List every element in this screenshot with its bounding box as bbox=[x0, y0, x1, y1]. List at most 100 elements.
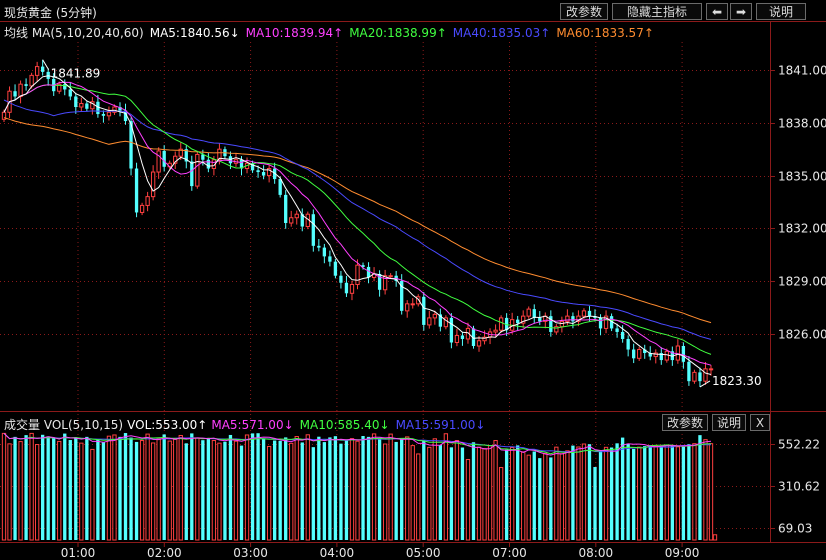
volume-bar bbox=[648, 445, 652, 540]
candle bbox=[96, 101, 100, 115]
candle bbox=[145, 196, 150, 206]
volume-bar bbox=[543, 452, 548, 541]
volume-bar bbox=[670, 445, 674, 540]
vol-close-button[interactable]: X bbox=[750, 414, 770, 431]
volume-bar bbox=[339, 443, 343, 540]
volume-bar bbox=[266, 445, 272, 541]
price-tick-label: 1829.00 bbox=[778, 275, 826, 289]
candle bbox=[482, 336, 487, 342]
candle bbox=[118, 107, 122, 111]
candle bbox=[41, 66, 45, 72]
volume-bar bbox=[333, 436, 338, 540]
vol-ma5-line bbox=[3, 433, 712, 456]
candle bbox=[261, 172, 266, 176]
candle bbox=[156, 150, 161, 173]
volume-bar bbox=[443, 433, 449, 541]
explain-button[interactable]: 说明 bbox=[756, 3, 806, 20]
ma5-value: MA5:1840.56↓ bbox=[149, 26, 240, 40]
scroll-right-button[interactable]: ➡ bbox=[730, 3, 752, 20]
volume-bar bbox=[460, 447, 465, 540]
candle bbox=[416, 296, 421, 305]
candle bbox=[74, 96, 78, 108]
candle bbox=[571, 316, 575, 322]
volume-bar bbox=[289, 442, 294, 541]
candle bbox=[708, 368, 714, 371]
volume-bar bbox=[471, 442, 476, 540]
vol-explain-button[interactable]: 说明 bbox=[712, 414, 746, 431]
volume-bar bbox=[201, 440, 205, 540]
candle bbox=[587, 310, 592, 317]
candle bbox=[620, 331, 625, 339]
volume-bar bbox=[344, 440, 349, 540]
volume-bar bbox=[217, 442, 222, 541]
candle bbox=[521, 315, 526, 324]
candle bbox=[278, 179, 282, 195]
volume-bar bbox=[587, 444, 592, 540]
vol-legend-name: 成交量 VOL(5,10,15) bbox=[4, 418, 124, 432]
candle bbox=[449, 317, 454, 343]
volume-bar bbox=[521, 451, 526, 541]
volume-bar bbox=[549, 457, 553, 540]
vol-value: VOL:553.00↑ bbox=[127, 418, 208, 432]
volume-bar bbox=[134, 441, 139, 540]
modify-params-button[interactable]: 改参数 bbox=[560, 3, 608, 20]
volume-bar bbox=[239, 445, 244, 540]
volume-bar bbox=[410, 445, 415, 541]
volume-bar bbox=[150, 442, 156, 541]
volume-tick-label: 552.22 bbox=[778, 438, 820, 452]
volume-bar bbox=[29, 432, 34, 541]
candle bbox=[366, 266, 371, 278]
volume-bar bbox=[178, 434, 183, 541]
price-tick-label: 1838.00 bbox=[778, 117, 826, 131]
candle bbox=[173, 155, 178, 164]
volume-bar bbox=[129, 437, 133, 540]
candle bbox=[129, 121, 133, 169]
volume-bar bbox=[498, 467, 504, 541]
volume-bar bbox=[184, 443, 188, 540]
volume-bar bbox=[637, 446, 642, 541]
candle bbox=[454, 334, 460, 343]
volume-bar bbox=[18, 441, 23, 541]
candle bbox=[284, 194, 288, 223]
volume-bar bbox=[68, 440, 72, 540]
price-tick-label: 1835.00 bbox=[778, 170, 826, 184]
scroll-left-button[interactable]: ⬅ bbox=[706, 3, 728, 20]
volume-bar bbox=[692, 443, 697, 541]
vol-modify-params-button[interactable]: 改参数 bbox=[662, 414, 708, 431]
candle bbox=[317, 245, 321, 248]
candle bbox=[532, 309, 536, 318]
candle bbox=[123, 110, 128, 122]
volume-bar bbox=[305, 434, 310, 541]
volume-bar bbox=[687, 444, 691, 540]
candle bbox=[692, 371, 697, 382]
candle bbox=[615, 328, 619, 332]
volume-bar bbox=[85, 436, 89, 540]
ma60-value: MA60:1833.57↑ bbox=[556, 26, 654, 40]
ma-legend-name: 均线 MA(5,10,20,40,60) bbox=[4, 26, 144, 40]
candle bbox=[443, 317, 449, 328]
price-tick-label: 1832.00 bbox=[778, 222, 826, 236]
time-tick-label: 08:00 bbox=[579, 546, 614, 560]
candle bbox=[134, 168, 139, 213]
candle bbox=[377, 273, 382, 290]
volume-bar bbox=[504, 449, 509, 540]
candle bbox=[516, 319, 520, 324]
candle bbox=[13, 91, 17, 97]
candle bbox=[400, 280, 404, 311]
volume-bar bbox=[244, 434, 250, 541]
time-tick-label: 09:00 bbox=[665, 546, 700, 560]
volume-bar bbox=[79, 442, 84, 541]
candle bbox=[29, 74, 34, 87]
volume-bar bbox=[139, 440, 145, 541]
volume-bar bbox=[145, 433, 150, 541]
volume-bar bbox=[422, 441, 426, 540]
candle bbox=[162, 150, 166, 167]
candle bbox=[388, 275, 393, 278]
volume-bar bbox=[123, 433, 128, 540]
price-tick-label: 1841.00 bbox=[778, 64, 826, 78]
candle bbox=[333, 261, 338, 276]
volume-bar bbox=[509, 447, 515, 541]
candle bbox=[328, 256, 332, 262]
hide-main-indicator-button[interactable]: 隐藏主指标 bbox=[612, 3, 702, 20]
